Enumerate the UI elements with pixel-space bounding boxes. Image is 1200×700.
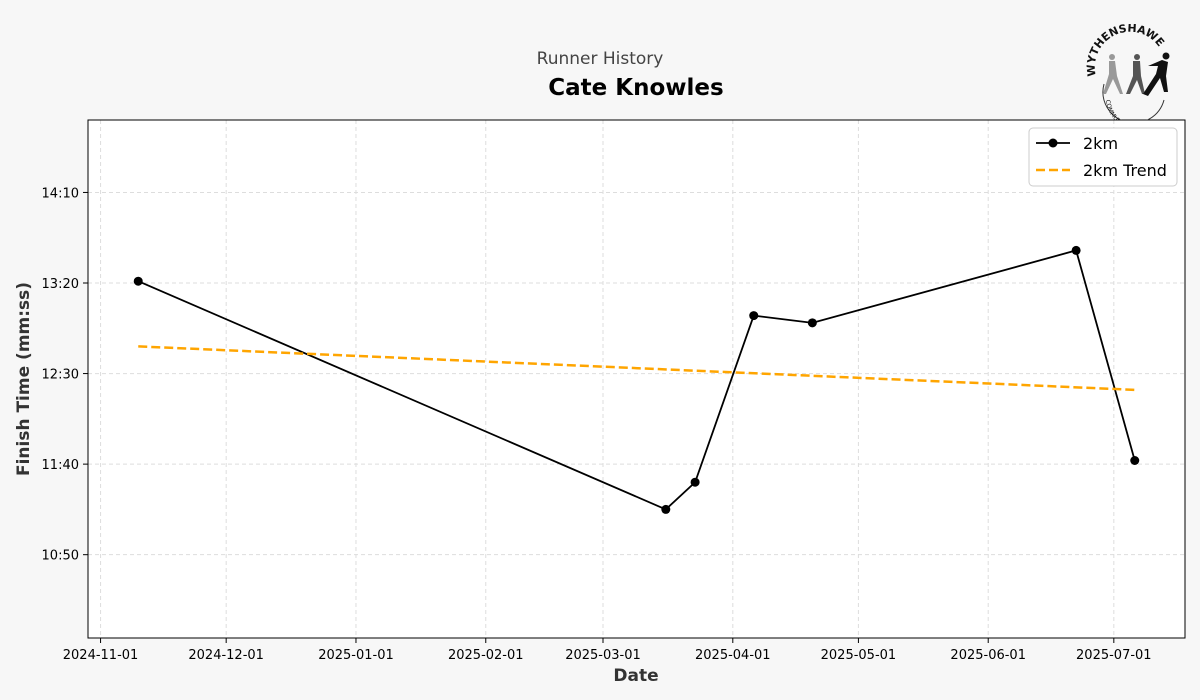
logo: WYTHENSHAWE COMMUNITY RUN	[1086, 24, 1176, 120]
data-point	[807, 318, 817, 328]
y-tick-label: 10:50	[42, 549, 79, 564]
chart-title: Cate Knowles	[548, 75, 723, 101]
data-point	[1071, 245, 1081, 255]
x-tick-label: 2025-02-01	[448, 648, 524, 663]
series-2km-trend-line	[138, 345, 1135, 392]
y-tick-label: 12:30	[42, 368, 79, 383]
x-tick-label: 2025-06-01	[950, 648, 1026, 663]
y-tick-label: 11:40	[42, 458, 79, 473]
x-axis-label: Date	[613, 666, 658, 686]
x-tick-label: 2025-01-01	[318, 648, 394, 663]
data-point	[690, 477, 700, 487]
data-point	[133, 276, 143, 286]
legend-2km-label: 2km	[1083, 134, 1118, 153]
x-tick-label: 2025-05-01	[821, 648, 897, 663]
x-tick-label: 2024-11-01	[63, 648, 139, 663]
y-tick-label: 13:20	[42, 277, 79, 292]
x-tick-label: 2025-04-01	[695, 648, 771, 663]
data-point	[661, 504, 671, 514]
chart-suptitle: Runner History	[537, 49, 664, 69]
data-point	[1130, 456, 1140, 466]
x-tick-label: 2025-07-01	[1076, 648, 1152, 663]
svg-text:WYTHENSHAWE: WYTHENSHAWE	[1086, 24, 1167, 77]
x-tick-label: 2025-03-01	[565, 648, 641, 663]
legend-trend-label: 2km Trend	[1083, 161, 1167, 180]
data-point	[749, 311, 759, 321]
y-axis-label: Finish Time (mm:ss)	[14, 282, 34, 476]
plot-frame	[87, 119, 1186, 639]
plot-area	[88, 120, 1185, 638]
svg-text:COMMUNITY RUN: COMMUNITY RUN	[1104, 99, 1142, 120]
legend-2km-marker	[1048, 138, 1058, 148]
x-tick-label: 2024-12-01	[188, 648, 264, 663]
y-tick-label: 14:10	[42, 186, 79, 201]
